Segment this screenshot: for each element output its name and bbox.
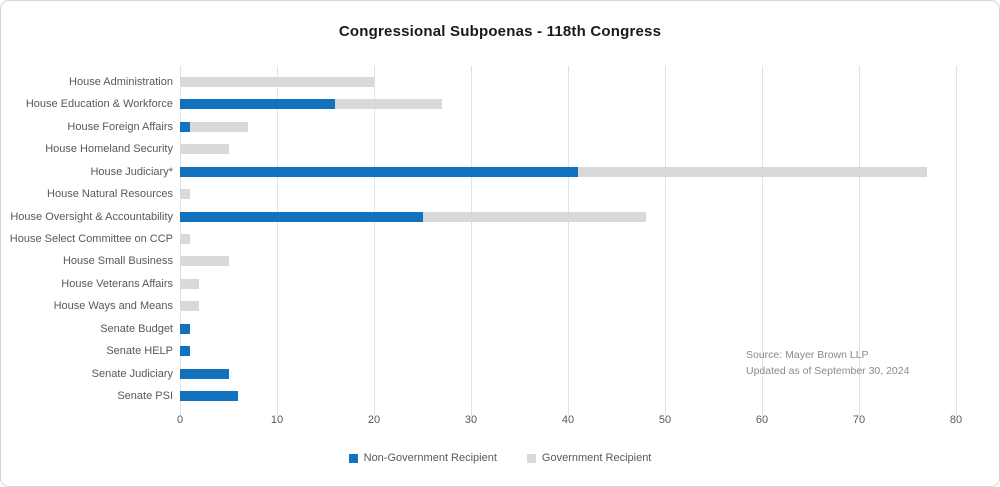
x-tick-label: 40 (561, 414, 575, 426)
bar-segment-government (189, 121, 248, 132)
x-tick-label: 0 (176, 414, 184, 426)
chart-title: Congressional Subpoenas - 118th Congress (338, 23, 662, 40)
category-label: Senate Budget (100, 322, 173, 335)
bar-segment-non-government (180, 211, 423, 222)
legend-swatch-government (526, 453, 536, 463)
category-label: House Oversight & Accountability (10, 210, 173, 223)
category-label: House Small Business (62, 255, 173, 268)
bar-segment-government (180, 234, 190, 244)
gridline (277, 66, 278, 416)
x-tick-label: 80 (949, 414, 963, 426)
gridline (762, 66, 763, 416)
x-tick-label: 50 (658, 414, 672, 426)
bar-segment-non-government (180, 323, 190, 334)
bar-segment-government (577, 166, 927, 177)
bar-segment-non-government (180, 391, 239, 401)
source-line-2: Updated as of September 30, 2024 (746, 364, 910, 377)
x-tick-label: 70 (852, 414, 866, 426)
gridline (374, 66, 375, 416)
legend: Non-Government Recipient Government Reci… (1, 452, 999, 464)
gridline (665, 66, 666, 416)
bar-segment-government (422, 211, 646, 222)
gridline (471, 66, 472, 416)
x-tick-label: 10 (270, 414, 284, 426)
bar-segment-government (180, 77, 374, 87)
bar-segment-non-government (180, 99, 336, 110)
category-label: House Judiciary* (90, 165, 173, 178)
bar-segment-government (180, 189, 190, 200)
source-line-1: Source: Mayer Brown LLP (746, 349, 869, 361)
bar-segment-government (335, 99, 442, 110)
legend-item-non-government: Non-Government Recipient (348, 452, 497, 464)
plot-area (180, 66, 957, 416)
category-label: House Foreign Affairs (67, 120, 173, 133)
category-label: House Homeland Security (45, 143, 173, 156)
bar-segment-government (180, 278, 200, 289)
gridline (956, 66, 957, 416)
x-tick-label: 60 (755, 414, 769, 426)
bar-segment-non-government (180, 368, 229, 379)
bar-segment-government (180, 256, 229, 267)
legend-item-government: Government Recipient (526, 452, 652, 464)
category-label: House Select Committee on CCP (9, 233, 173, 245)
category-label: Senate HELP (106, 345, 173, 358)
legend-label-non-government: Non-Government Recipient (363, 452, 497, 464)
gridline (568, 66, 569, 416)
category-label: House Natural Resources (47, 188, 173, 201)
category-label: House Veterans Affairs (61, 277, 173, 290)
category-label: House Administration (69, 76, 173, 88)
x-tick-label: 30 (464, 414, 478, 426)
source-note: Source: Mayer Brown LLP Updated as of Se… (746, 348, 909, 379)
legend-label-government: Government Recipient (541, 452, 652, 464)
category-label: Senate PSI (117, 390, 173, 402)
bar-segment-government (180, 144, 229, 155)
category-label: House Education & Workforce (25, 98, 173, 111)
legend-swatch-non-government (348, 453, 358, 463)
gridline (859, 66, 860, 416)
bar-segment-non-government (180, 346, 190, 357)
category-label: Senate Judiciary (91, 367, 173, 380)
x-tick-label: 20 (367, 414, 381, 426)
category-label: House Ways and Means (53, 300, 173, 313)
bar-segment-government (180, 301, 200, 312)
bar-segment-non-government (180, 166, 578, 177)
bar-segment-non-government (180, 121, 190, 132)
